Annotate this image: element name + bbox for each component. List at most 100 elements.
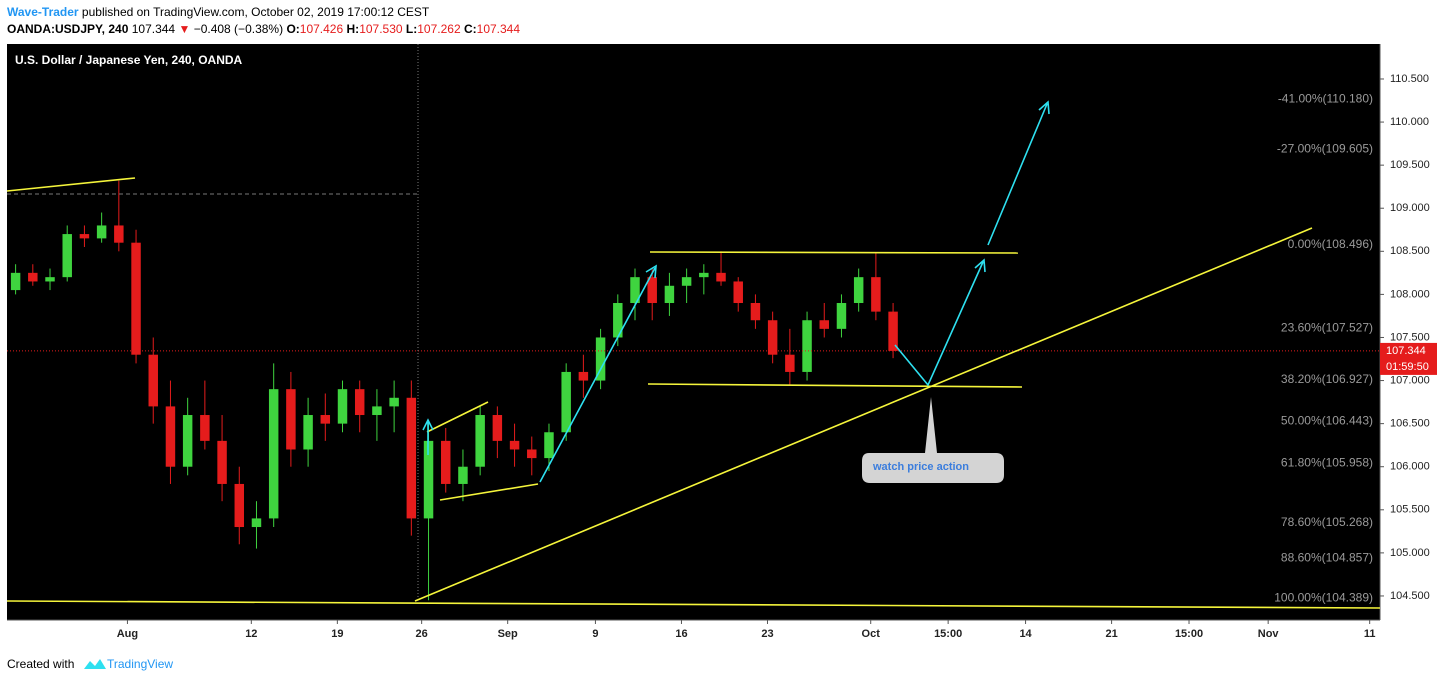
arrow	[539, 264, 657, 483]
trendline	[439, 483, 539, 501]
callout	[862, 397, 1004, 483]
candle-body	[527, 449, 537, 459]
countdown: 01:59:50	[1386, 361, 1429, 373]
fib-label: 50.00%(106.443)	[1281, 414, 1373, 428]
candle-body	[509, 440, 520, 450]
ohlc-label: O:	[286, 22, 299, 36]
x-tick-label: Oct	[862, 628, 881, 640]
ohlc-label: H:	[347, 22, 360, 36]
y-tick-label: 110.500	[1390, 73, 1429, 85]
y-tick-label: 107.000	[1390, 374, 1430, 386]
y-tick-label: 108.500	[1390, 245, 1430, 257]
candle-body	[767, 320, 778, 355]
footer-brand[interactable]: TradingView	[107, 657, 173, 671]
candle-body	[458, 466, 468, 484]
y-tick-label: 105.000	[1390, 547, 1430, 559]
ohlc-label: C:	[464, 22, 477, 36]
candle-body	[423, 440, 434, 519]
trendline	[649, 251, 1019, 254]
candle-body	[819, 320, 829, 329]
candle-body	[699, 272, 709, 278]
trendline	[6, 177, 136, 192]
candle-body	[320, 415, 331, 424]
candle-body	[200, 415, 210, 441]
candle-body	[45, 277, 55, 282]
candle-body	[733, 281, 743, 304]
candle-body	[475, 415, 485, 467]
fib-label: 23.60%(107.527)	[1281, 320, 1373, 334]
ohlc-label: L:	[406, 22, 417, 36]
logo	[84, 659, 106, 669]
symbol: OANDA:USDJPY, 240	[7, 22, 129, 36]
trendline	[647, 383, 1023, 388]
trendlines	[6, 177, 1381, 609]
candle-body	[853, 277, 864, 304]
candle-body	[114, 225, 124, 243]
candle-body	[182, 415, 193, 467]
arrow	[422, 418, 434, 455]
x-tick-label: 11	[1364, 628, 1376, 640]
candle-body	[561, 371, 571, 433]
candle-body	[681, 277, 692, 286]
candle-body	[406, 397, 417, 519]
candle-body	[664, 285, 675, 304]
fib-label: 38.20%(106.927)	[1281, 372, 1373, 386]
x-tick-label: 23	[761, 628, 773, 640]
ohlc-value: 107.344	[477, 22, 521, 36]
candle-body	[441, 440, 451, 484]
published: published on TradingView.com, October 02…	[79, 5, 430, 19]
candle-body	[389, 397, 399, 407]
candle-body	[354, 389, 365, 416]
last-price-label: 107.344	[1386, 345, 1426, 357]
x-tick-label: 19	[331, 628, 343, 640]
fib-label: -27.00%(109.605)	[1277, 141, 1373, 155]
ohlc-value: 107.262	[417, 22, 461, 36]
candle-body	[372, 406, 382, 416]
candle-body	[595, 337, 606, 381]
candle-body	[888, 311, 898, 351]
fib-label: 100.00%(104.389)	[1274, 591, 1373, 605]
candle-body	[28, 272, 38, 282]
fib-label: 78.60%(105.268)	[1281, 515, 1373, 529]
header-line: Wave-Trader published on TradingView.com…	[7, 5, 430, 19]
author[interactable]: Wave-Trader	[7, 5, 79, 19]
last-price-box	[1380, 342, 1437, 375]
y-tick-label: 106.500	[1390, 418, 1430, 430]
candle-body	[871, 277, 881, 312]
candle-body	[165, 406, 176, 467]
y-tick-label: 109.000	[1390, 202, 1430, 214]
candle-body	[836, 303, 847, 329]
trendline	[6, 600, 1381, 609]
callout-text: watch price action	[872, 461, 969, 473]
candle-body	[578, 371, 589, 381]
x-tick-label: 15:00	[934, 628, 962, 640]
plot: -41.00%(110.180) -27.00%(109.605) 0.00%(10…	[7, 92, 1380, 605]
x-tick-label: Nov	[1258, 628, 1280, 640]
candle-body	[96, 225, 107, 239]
candle-body	[286, 389, 296, 450]
y-tick-label: 104.500	[1390, 590, 1430, 602]
candle-body	[303, 415, 313, 450]
trendline	[414, 227, 1313, 602]
candle-body	[716, 272, 726, 282]
candle-body	[785, 354, 795, 372]
candle-body	[544, 432, 554, 459]
y-tick-label: 108.000	[1390, 288, 1430, 300]
candle-body	[251, 518, 262, 528]
x-tick-label: 9	[592, 628, 598, 640]
direction: ▼	[178, 22, 190, 36]
footer-text: Created with	[7, 657, 74, 671]
candle-body	[79, 234, 90, 239]
candle-body	[217, 440, 227, 484]
fib-label: -41.00%(110.180)	[1278, 92, 1373, 106]
fib-label: 88.60%(104.857)	[1281, 550, 1373, 564]
arrows	[422, 100, 1050, 483]
candle-body	[647, 277, 657, 304]
x-tick-label: 16	[675, 628, 687, 640]
arrow	[987, 100, 1050, 246]
y-tick-label: 107.500	[1390, 331, 1430, 343]
y-tick-label: 110.000	[1390, 116, 1429, 128]
x-tick-label: Sep	[498, 628, 518, 640]
